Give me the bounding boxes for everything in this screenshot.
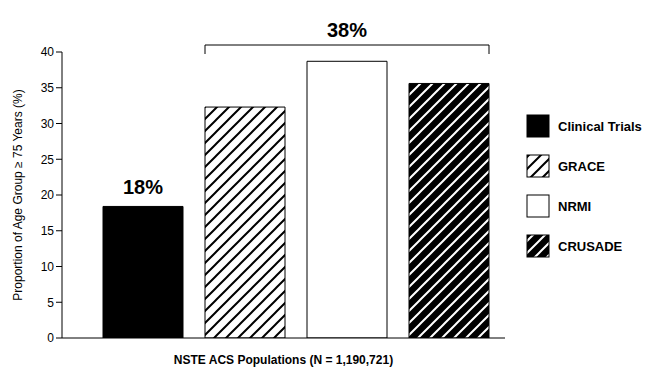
svg-text:NRMI: NRMI: [558, 199, 591, 214]
svg-text:0: 0: [47, 331, 54, 345]
svg-text:40: 40: [41, 45, 55, 59]
svg-text:Proportion of Age Group ≥ 75 Y: Proportion of Age Group ≥ 75 Years (%): [11, 89, 25, 300]
svg-text:18%: 18%: [123, 176, 163, 198]
svg-text:NSTE ACS Populations (N = 1,19: NSTE ACS Populations (N = 1,190,721): [174, 353, 393, 367]
svg-text:30: 30: [41, 117, 55, 131]
svg-text:38%: 38%: [327, 19, 367, 41]
svg-text:25: 25: [41, 153, 55, 167]
svg-text:35: 35: [41, 81, 55, 95]
svg-text:CRUSADE: CRUSADE: [558, 239, 623, 254]
svg-text:5: 5: [47, 296, 54, 310]
svg-text:Clinical Trials: Clinical Trials: [558, 119, 642, 134]
svg-text:20: 20: [41, 188, 55, 202]
svg-text:15: 15: [41, 224, 55, 238]
svg-text:GRACE: GRACE: [558, 159, 605, 174]
svg-text:10: 10: [41, 260, 55, 274]
